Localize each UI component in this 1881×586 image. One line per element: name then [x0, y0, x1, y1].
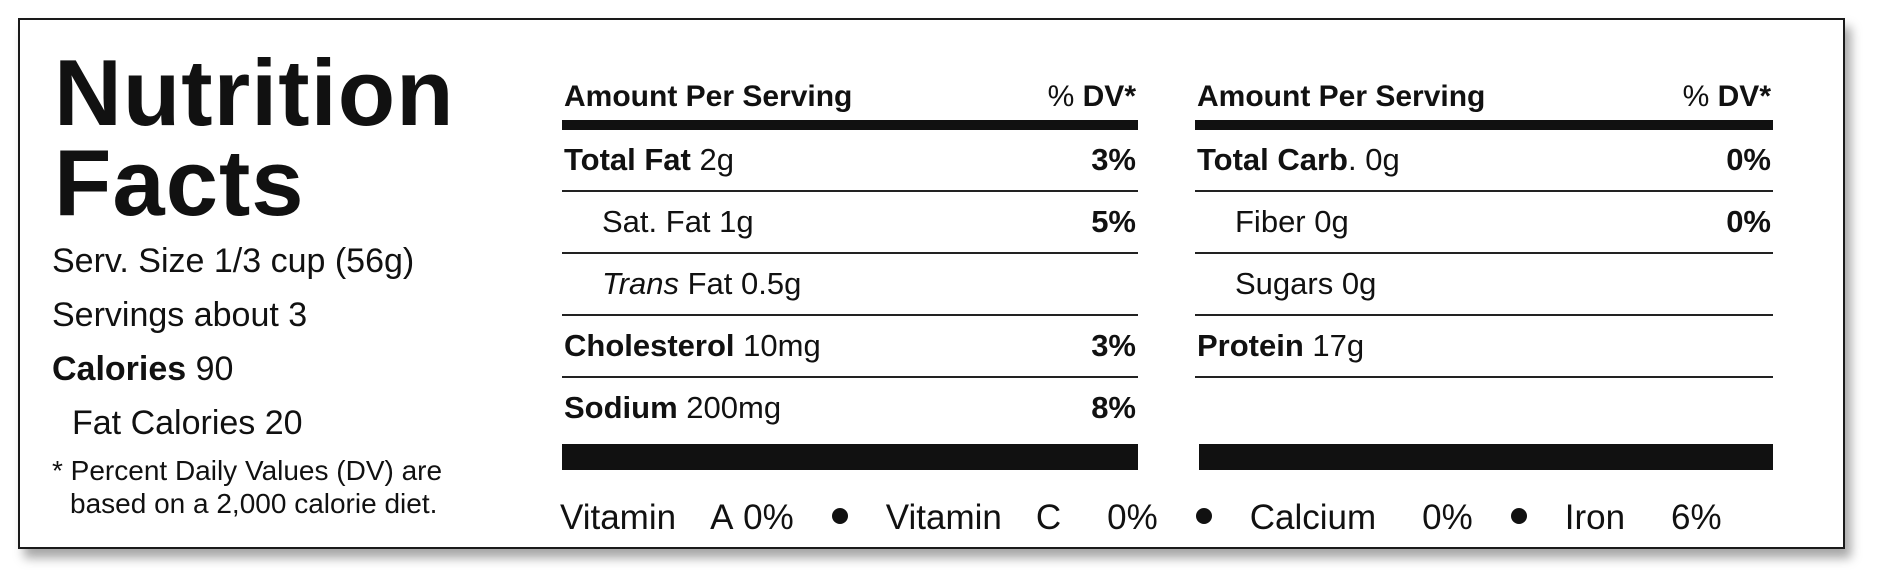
footnote-line-2: based on a 2,000 calorie diet.	[70, 488, 438, 519]
vitamin-name: Vitamin	[560, 498, 677, 537]
nutrient-dv: 0%	[1726, 142, 1771, 177]
calories-line: Calories 90	[52, 342, 414, 396]
nutrient-amount: 1g	[710, 204, 754, 239]
nutrient-name: Sodium	[564, 390, 678, 425]
daily-value-heading: % DV*	[1683, 80, 1771, 114]
fat-calories: Fat Calories 20	[72, 404, 303, 442]
title-line-2: Facts	[54, 130, 305, 235]
dv-label: DV*	[1082, 80, 1136, 113]
nutrient-amount: 10mg	[734, 328, 821, 363]
vitamin-value: 0%	[1107, 498, 1158, 537]
vitamin-a: Vitamin A 0%	[560, 498, 794, 538]
amount-per-serving-heading: Amount Per Serving	[564, 80, 853, 113]
nutrient-name: Sugars 0g	[1235, 266, 1377, 301]
nutrient-dv: 0%	[1726, 204, 1771, 239]
vitamin-name: Vitamin	[885, 498, 1002, 537]
serving-info: Serv. Size 1/3 cup (56g) Servings about …	[52, 234, 414, 450]
bullet-icon	[831, 508, 848, 524]
nutrient-name-italic: Trans	[602, 266, 679, 301]
nutrient-row-fiber: Fiber 0g 0%	[1195, 192, 1773, 254]
bottom-rule-left	[562, 444, 1138, 470]
bullet-icon	[1195, 508, 1212, 524]
servings-per-container: Servings about 3	[52, 296, 308, 334]
nutrient-dv: 5%	[1091, 204, 1136, 239]
vitamin-value: 0%	[743, 498, 794, 537]
nutrient-table-right: Amount Per Serving % DV* Total Carb. 0g …	[1195, 76, 1773, 438]
nutrient-amount: 2g	[690, 142, 734, 177]
calcium: Calcium 0%	[1250, 498, 1473, 538]
table-header: Amount Per Serving % DV*	[562, 76, 1138, 114]
vitamins-minerals-line: Vitamin A 0% Vitamin C 0% Calcium 0% Iron 6%	[560, 498, 1780, 538]
nutrient-amount: 17g	[1303, 328, 1365, 363]
nutrient-row-sat-fat: Sat. Fat 1g 5%	[562, 192, 1138, 254]
title-line-1: Nutrition	[54, 40, 455, 145]
nutrient-dv: 3%	[1091, 142, 1136, 177]
mineral-value: 0%	[1422, 498, 1473, 537]
nutrient-row-trans-fat: Trans Fat 0.5g	[562, 254, 1138, 316]
footnote-line-1: * Percent Daily Values (DV) are	[52, 455, 443, 486]
nutrient-row-protein: Protein 17g	[1195, 316, 1773, 378]
mineral-name: Calcium	[1249, 498, 1377, 537]
iron: Iron 6%	[1565, 498, 1722, 538]
vitamin-letter: A	[710, 498, 734, 537]
nutrient-table-left: Amount Per Serving % DV* Total Fat 2g 3%…	[562, 76, 1138, 438]
nutrient-row-empty	[1195, 378, 1773, 438]
nutrient-name: Protein	[1197, 328, 1304, 363]
nutrient-name: Cholesterol	[564, 328, 735, 363]
nutrient-row-sugars: Sugars 0g	[1195, 254, 1773, 316]
nutrient-name: Total Fat	[564, 142, 691, 177]
daily-value-heading: % DV*	[1048, 80, 1136, 114]
bullet-icon	[1510, 508, 1527, 524]
dv-percent-sign: %	[1047, 80, 1083, 113]
nutrient-row-total-carb: Total Carb. 0g 0%	[1195, 130, 1773, 192]
header-rule	[562, 120, 1138, 130]
nutrient-name: Fat	[678, 266, 733, 301]
vitamin-c: Vitamin C 0%	[886, 498, 1158, 538]
nutrient-dv: 8%	[1091, 390, 1136, 425]
nutrition-facts-title: Nutrition Facts	[54, 40, 455, 235]
amount-per-serving-heading: Amount Per Serving	[1197, 80, 1486, 113]
nutrient-row-cholesterol: Cholesterol 10mg 3%	[562, 316, 1138, 378]
nutrient-amount: 0.5g	[732, 266, 802, 301]
bottom-rule-right	[1199, 444, 1773, 470]
footnote: * Percent Daily Values (DV) are based on…	[52, 454, 442, 520]
nutrition-facts-label: Nutrition Facts Serv. Size 1/3 cup (56g)…	[18, 18, 1845, 549]
nutrient-dv: 3%	[1091, 328, 1136, 363]
mineral-name: Iron	[1564, 498, 1626, 537]
dv-percent-sign: %	[1682, 80, 1718, 113]
calories-value: 90	[186, 350, 234, 388]
nutrient-name: Total Carb	[1197, 142, 1348, 177]
nutrient-name: Fiber 0g	[1235, 204, 1349, 239]
nutrient-row-sodium: Sodium 200mg 8%	[562, 378, 1138, 438]
table-header: Amount Per Serving % DV*	[1195, 76, 1773, 114]
vitamin-letter: C	[1035, 498, 1062, 537]
dv-label: DV*	[1717, 80, 1771, 113]
nutrient-amount: . 0g	[1348, 142, 1400, 177]
nutrient-name: Sat. Fat	[602, 204, 711, 239]
serving-size: Serv. Size 1/3 cup (56g)	[52, 242, 415, 280]
mineral-value: 6%	[1671, 498, 1722, 537]
nutrient-amount: 200mg	[677, 390, 782, 425]
calories-label: Calories	[52, 350, 187, 388]
header-rule	[1195, 120, 1773, 130]
nutrient-row-total-fat: Total Fat 2g 3%	[562, 130, 1138, 192]
